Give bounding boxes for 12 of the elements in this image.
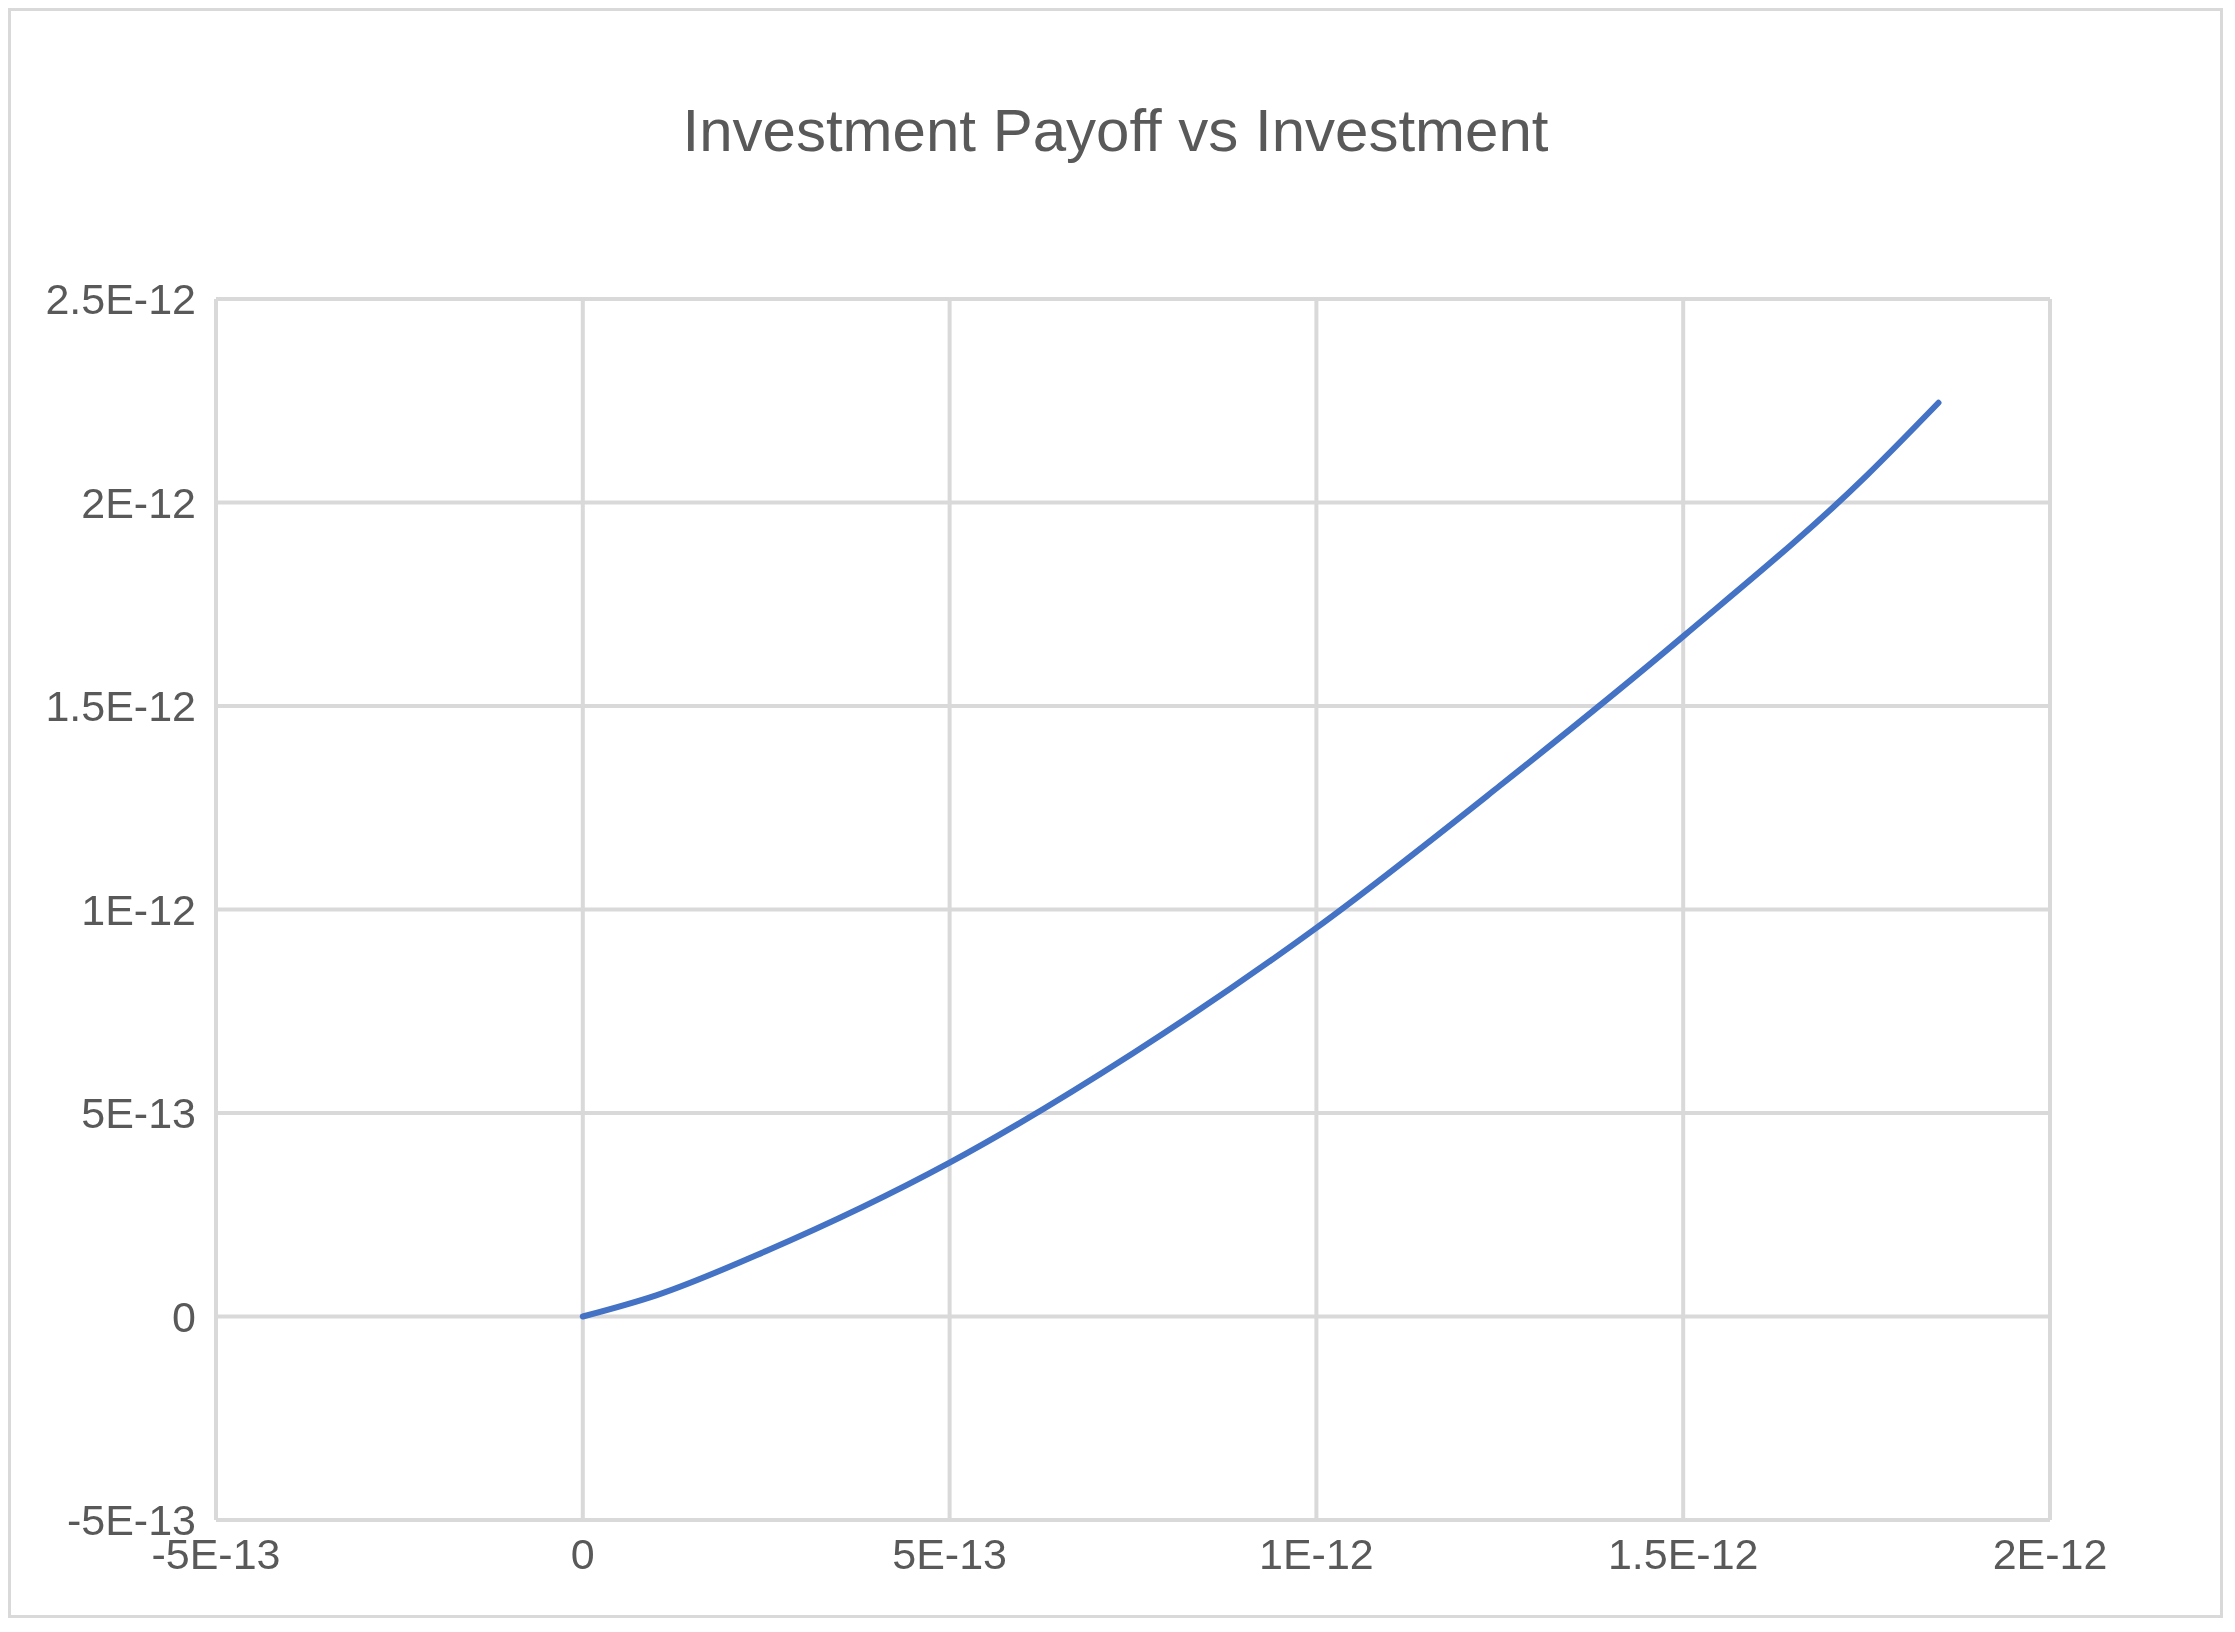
y-tick-label: 1E-12 [81,885,196,934]
y-tick-label: 2E-12 [81,478,196,527]
x-tick-label: 0 [570,1529,595,1578]
y-tick-label: 2.5E-12 [45,275,196,324]
y-tick-label: 1.5E-12 [45,682,196,731]
y-tick-label: 5E-13 [81,1089,196,1138]
chart-title: Investment Payoff vs Investment [681,96,1550,165]
x-tick-label: 2E-12 [1992,1529,2108,1578]
y-tick-label: 0 [172,1292,196,1341]
x-tick-label: 5E-13 [892,1529,1007,1578]
x-tick-label: 1E-12 [1259,1529,1374,1578]
x-tick-label: 1.5E-12 [1607,1529,1759,1578]
